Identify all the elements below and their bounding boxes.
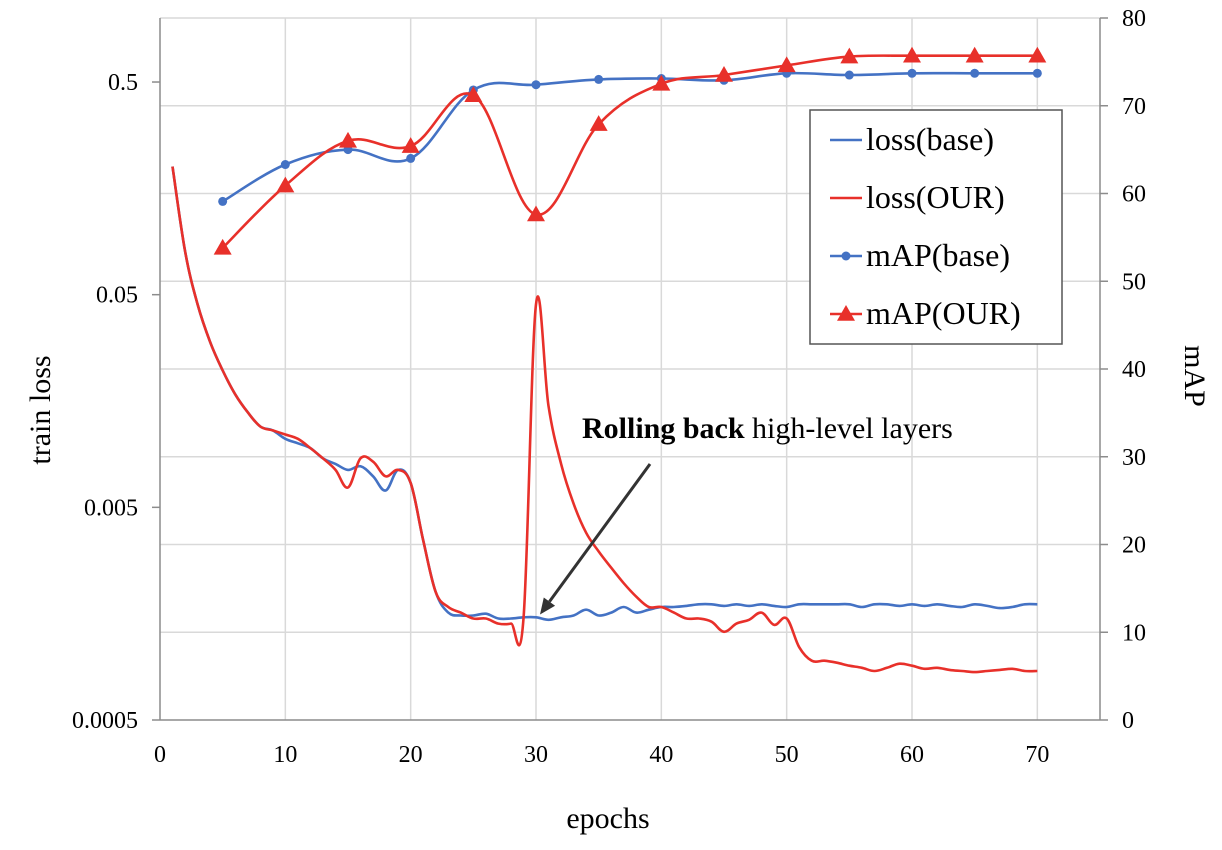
left-y-tick-label: 0.0005 (72, 708, 138, 734)
legend: loss(base) loss(OUR) mAP(base) mAP(OUR) (809, 109, 1063, 345)
left-y-axis-title: train loss (24, 355, 57, 464)
annotation-bold: Rolling back (582, 412, 745, 445)
data-point-map-base (280, 160, 290, 170)
data-point-map-our (589, 115, 608, 131)
right-y-tick-label: 40 (1122, 357, 1146, 383)
data-point-map-our (464, 86, 483, 102)
data-point-map-our (652, 74, 671, 91)
x-axis-title: epochs (566, 802, 649, 835)
data-point-map-base (594, 74, 604, 84)
data-point-map-our (339, 131, 357, 148)
legend-marker-map-base (841, 251, 851, 261)
data-point-map-base (844, 70, 854, 80)
data-point-map-our (401, 137, 420, 153)
right-y-tick-label: 10 (1122, 620, 1146, 646)
annotation-arrow (548, 463, 652, 603)
data-point-map-our (777, 56, 796, 73)
right-y-tick-label: 0 (1122, 708, 1134, 734)
legend-item-map-base: mAP(base) (830, 237, 1010, 273)
series (171, 46, 1047, 674)
data-point-map-base (531, 80, 541, 90)
series-map-our (213, 46, 1047, 255)
right-y-tick-label: 60 (1122, 182, 1146, 208)
data-point-map-base (970, 68, 980, 78)
data-point-map-our (276, 176, 295, 193)
right-y-tick-label: 50 (1122, 269, 1146, 295)
legend-label-map-base: mAP(base) (866, 237, 1010, 273)
data-point-map-our (1028, 46, 1047, 63)
annotation-rest: high-level layers (745, 412, 953, 445)
grid (160, 17, 1100, 720)
left-y-tick-label: 0.05 (96, 283, 138, 309)
legend-label-loss-base: loss(base) (866, 121, 994, 157)
legend-label-loss-our: loss(OUR) (866, 179, 1005, 215)
axes: 0 10 20 30 40 50 60 70 0.0005 0.005 0.05 0.5 0 10 20 30… (72, 6, 1146, 768)
annotation-group: Rolling back high-level layers (540, 412, 953, 615)
series-line-map-our (221, 54, 1038, 249)
data-point-map-our (965, 46, 984, 63)
annotation-text: Rolling back high-level layers (582, 412, 953, 445)
right-y-tick-label: 30 (1122, 445, 1146, 471)
x-tick-label: 20 (399, 742, 423, 768)
series-map-base (218, 68, 1042, 206)
data-point-map-base (406, 153, 416, 163)
right-y-axis-title: mAP (1178, 345, 1211, 407)
data-point-map-base (1032, 68, 1042, 78)
legend-marker-map-our (837, 305, 855, 321)
data-point-map-our (903, 46, 921, 63)
x-tick-label: 0 (154, 742, 166, 768)
x-tick-label: 70 (1025, 742, 1049, 768)
annotation-arrowhead (540, 597, 556, 615)
right-y-tick-label: 70 (1122, 94, 1146, 120)
data-point-map-our (213, 238, 232, 255)
data-point-map-base (907, 68, 917, 78)
left-y-tick-label: 0.005 (84, 495, 138, 521)
legend-item-loss-our: loss(OUR) (830, 179, 1005, 215)
x-tick-label: 10 (273, 742, 297, 768)
left-y-tick-label: 0.5 (108, 70, 138, 96)
x-tick-label: 40 (649, 742, 673, 768)
x-tick-label: 30 (524, 742, 548, 768)
legend-box (809, 109, 1063, 345)
x-tick-label: 50 (775, 742, 799, 768)
legend-item-loss-base: loss(base) (830, 121, 994, 157)
right-y-tick-label: 80 (1122, 6, 1146, 32)
x-tick-label: 60 (900, 742, 924, 768)
legend-label-map-our: mAP(OUR) (866, 295, 1021, 331)
right-y-tick-label: 20 (1122, 533, 1146, 559)
data-point-map-our (527, 205, 545, 222)
data-point-map-our (840, 47, 859, 64)
data-point-map-base (218, 196, 228, 206)
legend-item-map-our: mAP(OUR) (830, 295, 1021, 331)
data-point-map-our (715, 66, 733, 82)
